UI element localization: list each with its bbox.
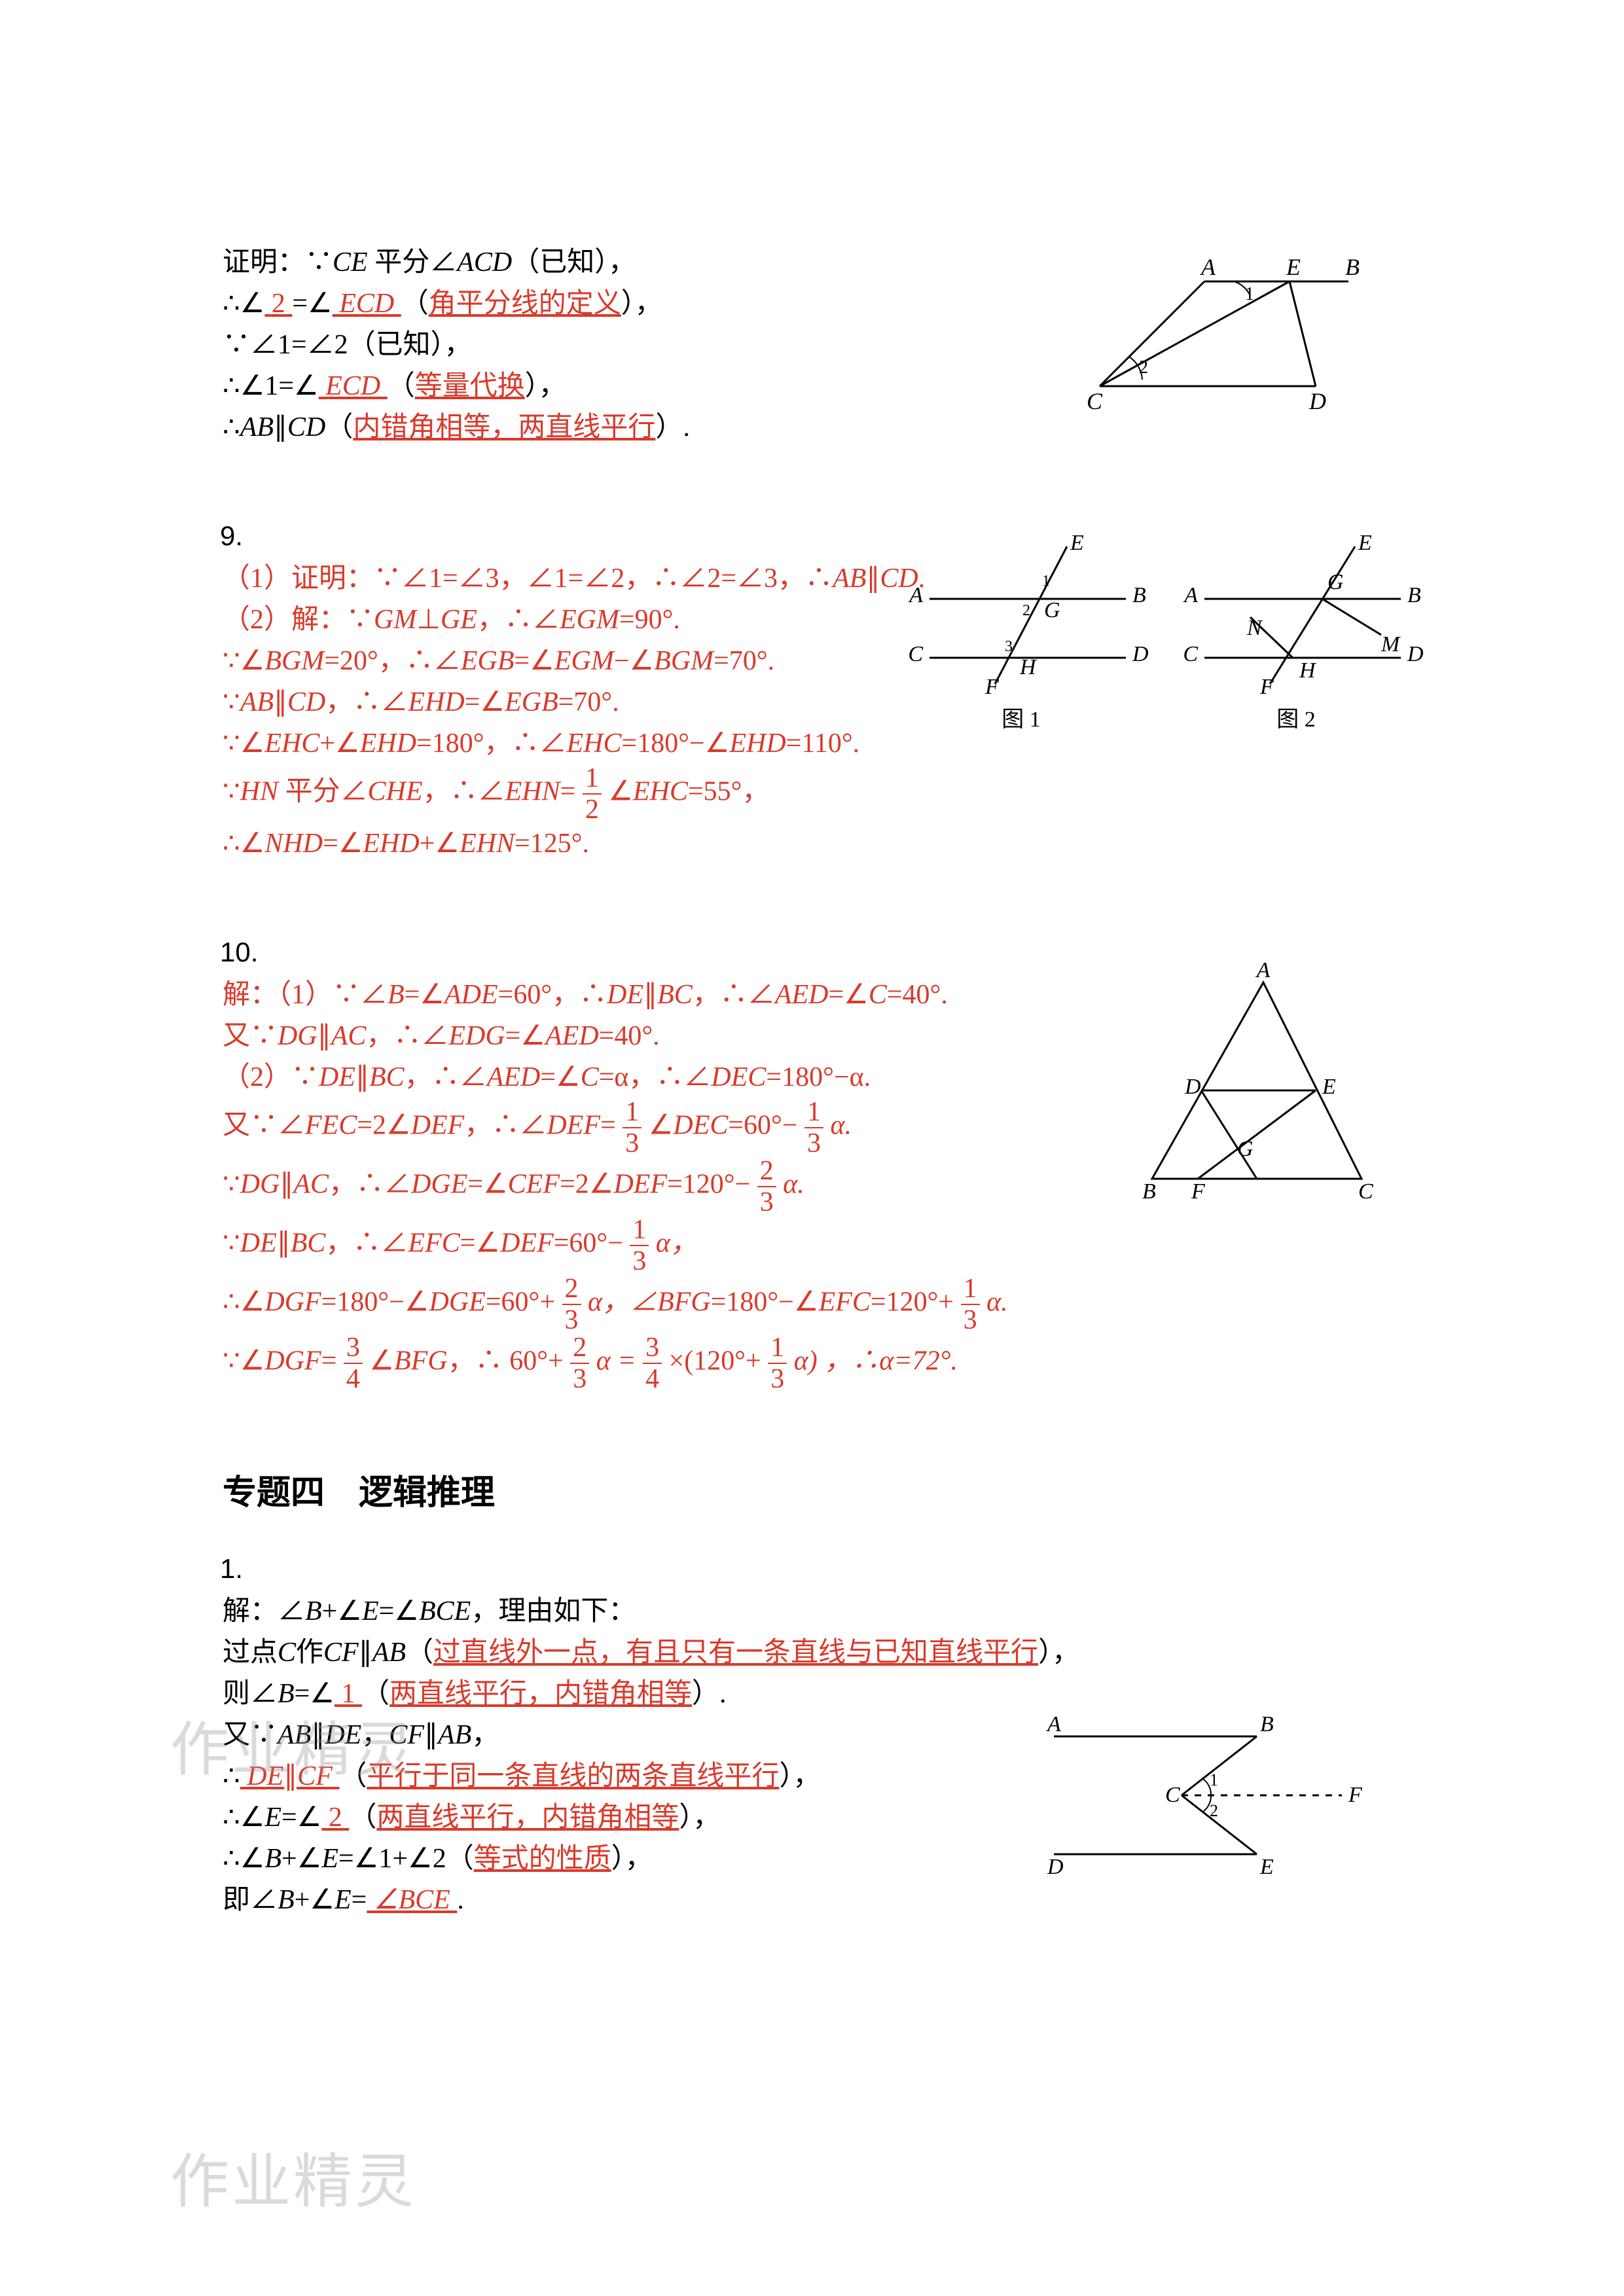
svg-text:G: G	[1237, 1137, 1254, 1161]
svg-text:图 2: 图 2	[1276, 708, 1316, 732]
svg-text:A: A	[1183, 583, 1198, 607]
svg-text:F: F	[1191, 1179, 1206, 1204]
svg-text:C: C	[1165, 1783, 1180, 1807]
svg-text:2: 2	[1139, 357, 1148, 378]
svg-text:E: E	[1322, 1075, 1336, 1099]
svg-text:D: D	[1184, 1075, 1201, 1099]
svg-text:G: G	[1044, 598, 1060, 622]
watermark-2: 作业精灵	[170, 2134, 416, 2219]
svg-text:B: B	[1407, 583, 1421, 607]
svg-text:A: A	[908, 583, 923, 607]
problem-10: 10. 解：（1）∵∠B=∠ADE=60°，∴DE∥BC，∴∠AED=∠C=40…	[223, 937, 1401, 1393]
svg-text:B: B	[1142, 1179, 1156, 1204]
svg-text:D: D	[1047, 1855, 1064, 1879]
svg-text:E: E	[1286, 254, 1301, 280]
svg-text:D: D	[1407, 642, 1424, 666]
t4p1-number: 1.	[220, 1553, 1401, 1585]
svg-text:2: 2	[1210, 1801, 1218, 1820]
svg-text:G: G	[1327, 570, 1344, 594]
svg-text:A: A	[1255, 958, 1271, 982]
t4-problem-1: 1. 解：∠B+∠E=∠BCE，理由如下： 过点C作CF∥AB（过直线外一点，有…	[223, 1553, 1401, 1921]
svg-text:1: 1	[1042, 573, 1050, 590]
p9-figure: A B C D E F G H 1 2 3 图 1	[910, 533, 1434, 753]
svg-text:A: A	[1200, 254, 1216, 280]
svg-text:图 1: 图 1	[1001, 708, 1041, 732]
svg-text:C: C	[908, 642, 923, 666]
topic-4-heading: 专题四 逻辑推理	[223, 1465, 1401, 1514]
svg-text:E: E	[1259, 1855, 1274, 1879]
svg-text:A: A	[1046, 1712, 1061, 1736]
svg-text:C: C	[1087, 388, 1103, 414]
p10-figure: A B C D E F G	[1126, 963, 1388, 1215]
svg-text:C: C	[1358, 1179, 1373, 1204]
svg-text:F: F	[1259, 675, 1274, 699]
svg-text:E: E	[1358, 531, 1372, 555]
svg-text:F: F	[984, 675, 1000, 699]
svg-text:D: D	[1308, 388, 1326, 414]
svg-text:N: N	[1246, 616, 1263, 640]
svg-text:1: 1	[1210, 1770, 1218, 1789]
svg-text:C: C	[1183, 642, 1198, 666]
problem-9: 9. （1）证明：∵∠1=∠3，∠1=∠2，∴∠2=∠3，∴AB∥CD. （2）…	[223, 520, 1401, 865]
svg-text:H: H	[1019, 655, 1038, 679]
p8-figure: A E B C D 1 2	[1074, 255, 1368, 416]
page-root: 证明：∵CE 平分∠ACD（已知）， ∴∠ 2 =∠ ECD （角平分线的定义）…	[223, 242, 1401, 1993]
t4p1-figure: A B D E C F 1 2	[1028, 1704, 1368, 1890]
svg-text:B: B	[1260, 1712, 1274, 1736]
svg-text:D: D	[1132, 642, 1149, 666]
svg-text:E: E	[1070, 531, 1084, 555]
svg-text:M: M	[1380, 632, 1401, 656]
svg-text:2: 2	[1022, 602, 1030, 619]
svg-text:3: 3	[1005, 638, 1013, 655]
svg-text:H: H	[1299, 658, 1317, 683]
svg-text:F: F	[1348, 1783, 1363, 1807]
svg-text:B: B	[1345, 254, 1360, 280]
svg-text:B: B	[1132, 583, 1146, 607]
problem-8: 证明：∵CE 平分∠ACD（已知）， ∴∠ 2 =∠ ECD （角平分线的定义）…	[223, 242, 1401, 448]
